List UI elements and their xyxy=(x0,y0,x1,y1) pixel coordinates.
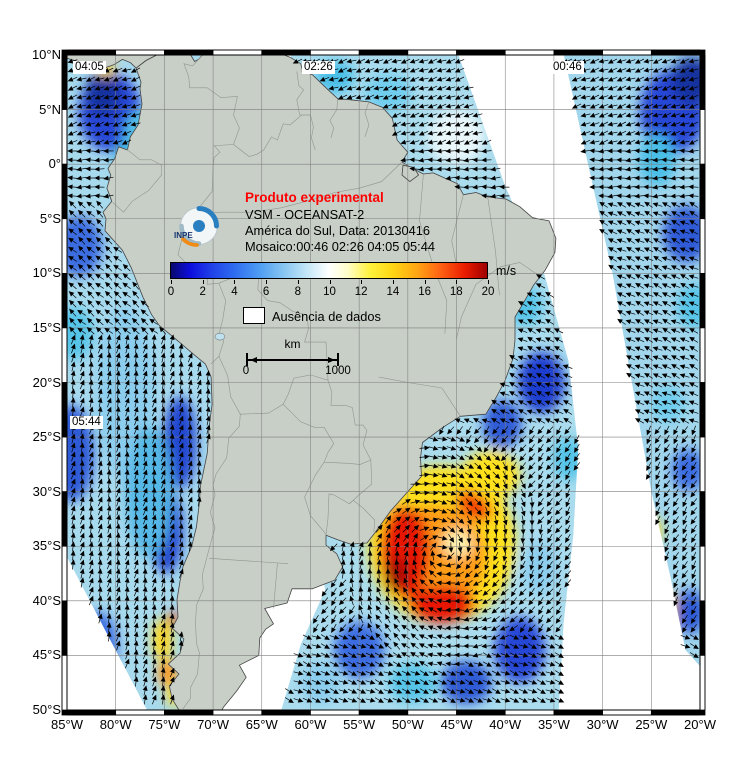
lon-tick-label: 45°W xyxy=(440,717,473,732)
colorbar-tick xyxy=(424,280,426,284)
lat-tick-label: 45°S xyxy=(32,647,61,663)
colorbar-tick-label: 8 xyxy=(294,286,301,298)
colorbar-tick xyxy=(171,280,172,284)
lake-titicaca xyxy=(214,332,226,341)
lat-tick-label: 0° xyxy=(48,156,61,172)
lat-tick-label: 25°S xyxy=(32,429,61,445)
lon-tick-label: 70°W xyxy=(197,717,230,732)
scalebar-tick-right xyxy=(337,353,339,366)
map-frame xyxy=(61,49,706,716)
lon-tick-label: 85°W xyxy=(51,717,83,732)
colorbar-tick xyxy=(329,280,331,284)
swath-time-label: 04:05 xyxy=(73,61,106,74)
colorbar-unit: m/s xyxy=(496,264,517,278)
inpe-logo-text: INPE xyxy=(174,231,193,240)
colorbar-tick-label: 16 xyxy=(418,286,431,298)
title-mosaic: Mosaico:00:46 02:26 04:05 05:44 xyxy=(245,239,435,254)
lat-tick-label: 50°S xyxy=(32,702,61,717)
colorbar-tick-label: 10 xyxy=(323,286,336,298)
colorbar-tick xyxy=(297,280,299,284)
lon-tick-label: 65°W xyxy=(245,717,278,732)
colorbar-tick xyxy=(361,280,363,284)
scalebar-max: 1000 xyxy=(325,365,351,377)
lat-tick-label: 5°S xyxy=(39,210,61,226)
colorbar xyxy=(170,262,488,279)
lon-tick-label: 25°W xyxy=(635,717,668,732)
colorbar-tick xyxy=(456,280,458,284)
lon-tick-label: 80°W xyxy=(99,717,132,732)
scalebar-arrow-right-icon xyxy=(328,356,335,363)
colorbar-tick xyxy=(202,280,204,284)
lat-tick-label: 35°S xyxy=(32,538,61,554)
no-data-legend-swatch xyxy=(243,307,265,324)
colorbar-tick-label: 20 xyxy=(481,286,495,298)
lat-tick-label: 10°N xyxy=(31,47,61,62)
lon-tick-label: 20°W xyxy=(684,717,716,732)
colorbar-tick-label: 14 xyxy=(386,286,400,298)
lon-tick-label: 50°W xyxy=(391,717,424,732)
lat-tick-label: 5°N xyxy=(39,101,61,117)
lat-tick-label: 30°S xyxy=(32,483,61,499)
wind-arrows xyxy=(67,58,699,705)
colorbar-tick xyxy=(266,280,268,284)
title-experimental: Produto experimental xyxy=(245,190,384,205)
lon-tick-label: 30°W xyxy=(586,717,619,732)
swath-time-label: 05:44 xyxy=(70,416,103,429)
colorbar-tick-label: 6 xyxy=(262,286,270,298)
colorbar-tick-label: 4 xyxy=(231,286,238,298)
colorbar-tick xyxy=(488,280,489,284)
swath-time-label: 00:46 xyxy=(551,61,584,74)
colorbar-tick-label: 12 xyxy=(354,286,368,298)
colorbar-tick-label: 18 xyxy=(449,286,463,298)
lon-tick-label: 75°W xyxy=(148,717,181,732)
inpe-logo: INPE xyxy=(174,206,219,247)
inpe-logo-orange-arc xyxy=(181,237,199,247)
colorbar-tick xyxy=(234,280,236,284)
scalebar-unit: km xyxy=(284,337,301,351)
colorbar-tick-label: 2 xyxy=(199,286,206,298)
lat-tick-label: 40°S xyxy=(32,592,61,608)
inpe-logo-swirl-blue xyxy=(196,206,219,229)
lat-tick-label: 10°S xyxy=(32,265,61,281)
map-layers xyxy=(67,55,700,710)
colorbar-tick xyxy=(392,280,394,284)
lat-tick-label: 20°S xyxy=(32,374,61,390)
scalebar-min: 0 xyxy=(242,365,250,377)
lon-tick-label: 60°W xyxy=(294,717,327,732)
no-data-legend-label: Ausência de dados xyxy=(272,309,381,324)
lon-tick-label: 40°W xyxy=(489,717,522,732)
scalebar-line xyxy=(247,359,338,361)
lon-tick-label: 55°W xyxy=(343,717,376,732)
lon-tick-label: 35°W xyxy=(537,717,570,732)
scalebar-tick-left xyxy=(246,353,248,366)
colorbar-tick-label: 0 xyxy=(167,286,175,298)
inpe-logo-core xyxy=(193,220,205,232)
lat-tick-label: 15°S xyxy=(32,319,61,335)
swath-time-label: 02:26 xyxy=(302,61,335,74)
title-region-date: América do Sul, Data: 20130416 xyxy=(245,223,430,238)
title-product: VSM - OCEANSAT-2 xyxy=(245,207,365,222)
scalebar-arrow-left-icon xyxy=(250,356,257,363)
